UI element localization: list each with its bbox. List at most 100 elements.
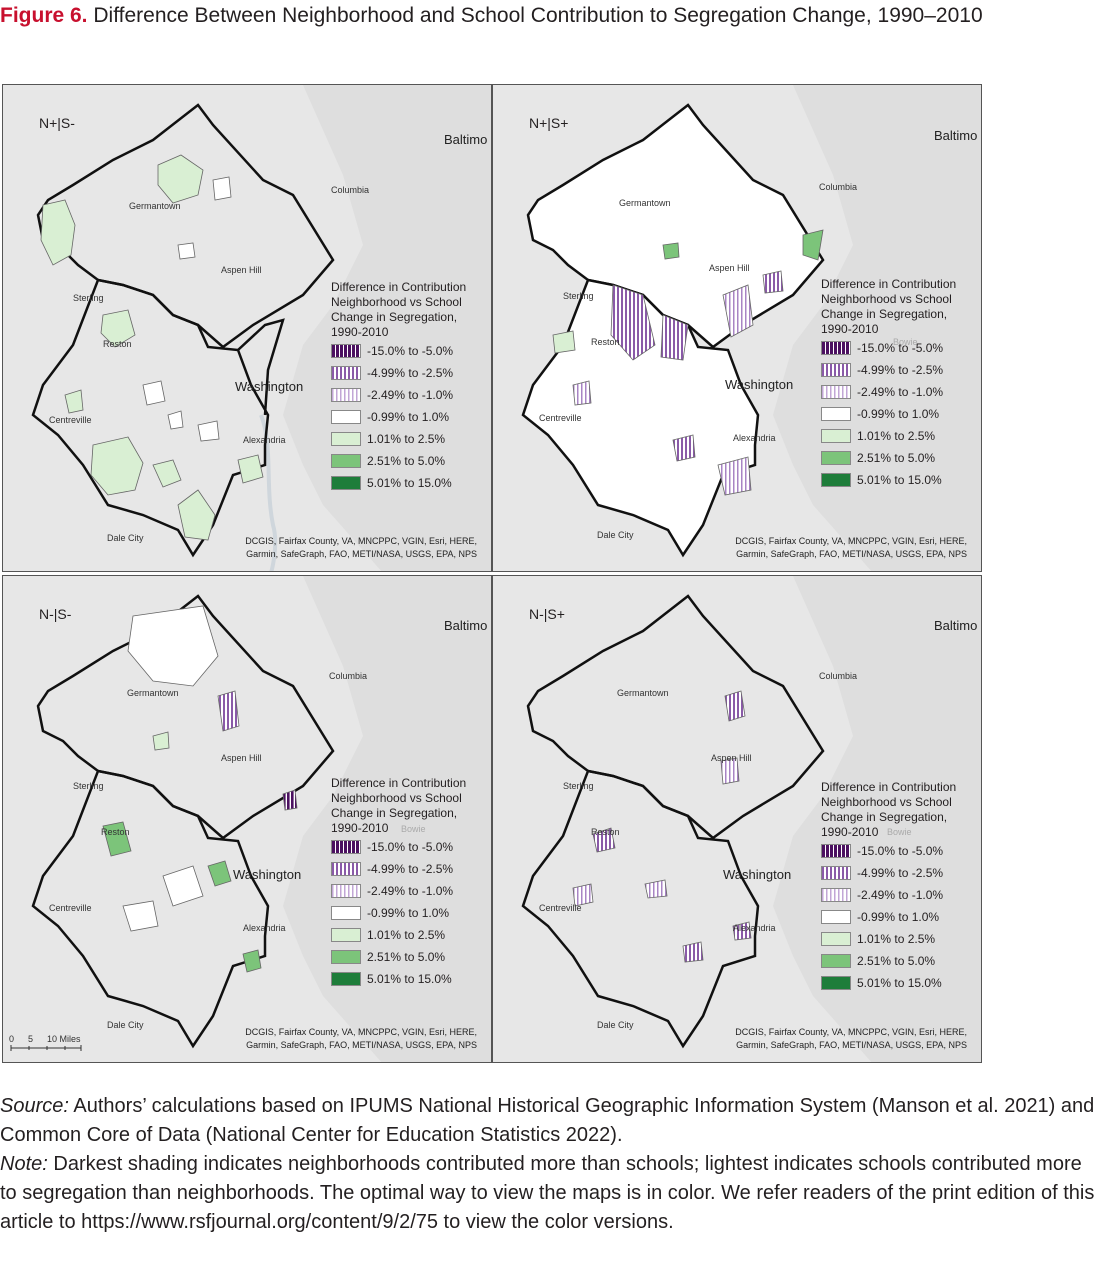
- legend-swatch: [821, 954, 851, 968]
- legend-swatch: [821, 888, 851, 902]
- place-centreville: Centreville: [539, 413, 582, 423]
- legend-swatch: [821, 866, 851, 880]
- place-sterling: Sterling: [563, 781, 594, 791]
- legend-item: -2.49% to -1.0%: [821, 381, 981, 403]
- legend-item: 2.51% to 5.0%: [821, 950, 981, 972]
- map-credits: DCGIS, Fairfax County, VA, MNCPPC, VGIN,…: [245, 536, 477, 559]
- place-centreville: Centreville: [539, 903, 582, 913]
- place-alexandria: Alexandria: [243, 435, 286, 445]
- legend-item-label: 1.01% to 2.5%: [857, 429, 936, 443]
- place-aspen-hill: Aspen Hill: [709, 263, 750, 273]
- legend-title: Difference in Contribution Neighborhood …: [331, 280, 467, 339]
- panel-label: N-|S-: [39, 606, 72, 622]
- legend-swatch: [331, 862, 361, 876]
- legend-item-label: 2.51% to 5.0%: [367, 454, 446, 468]
- legend-item-label: 5.01% to 15.0%: [367, 972, 452, 986]
- legend-item: -2.49% to -1.0%: [331, 880, 491, 902]
- source-label: Source:: [0, 1095, 69, 1117]
- legend-item-label: 5.01% to 15.0%: [367, 476, 452, 490]
- legend-item-label: 2.51% to 5.0%: [857, 451, 936, 465]
- scale-bar: 0 5 10 Miles: [9, 1034, 89, 1054]
- legend-item: -2.49% to -1.0%: [821, 884, 981, 906]
- legend-item: 1.01% to 2.5%: [331, 428, 491, 450]
- legend-swatch: [331, 388, 361, 402]
- source-text: Authors’ calculations based on IPUMS Nat…: [0, 1095, 1095, 1146]
- legend-rows: -15.0% to -5.0% -4.99% to -2.5% -2.49% to …: [821, 840, 981, 994]
- legend-swatch: [821, 932, 851, 946]
- place-aspen-hill: Aspen Hill: [221, 265, 262, 275]
- legend-item: 1.01% to 2.5%: [821, 928, 981, 950]
- legend-item: -0.99% to 1.0%: [821, 403, 981, 425]
- place-columbia: Columbia: [819, 671, 858, 681]
- legend-item: -4.99% to -2.5%: [331, 858, 491, 880]
- map-credits: DCGIS, Fairfax County, VA, MNCPPC, VGIN,…: [735, 536, 967, 559]
- map-panel-n-minus-s-plus: N-|S+ Baltimo Columbia Germantown Aspen …: [492, 575, 982, 1063]
- legend-item: -4.99% to -2.5%: [331, 362, 491, 384]
- legend-title: Difference in Contribution Neighborhood …: [331, 776, 467, 835]
- place-dale-city: Dale City: [107, 1020, 144, 1030]
- legend-item: 5.01% to 15.0%: [821, 972, 981, 994]
- legend-item-label: 1.01% to 2.5%: [367, 928, 446, 942]
- place-sterling: Sterling: [73, 293, 104, 303]
- note-text: Darkest shading indicates neighborhoods …: [0, 1153, 1095, 1233]
- scale-tick-0: 0: [9, 1034, 15, 1044]
- legend-item-label: -4.99% to -2.5%: [367, 862, 454, 876]
- legend-swatch: [331, 884, 361, 898]
- legend-swatch: [821, 429, 851, 443]
- place-sterling: Sterling: [563, 291, 594, 301]
- legend-swatch: [331, 928, 361, 942]
- legend-item: 1.01% to 2.5%: [821, 425, 981, 447]
- legend-item-label: -2.49% to -1.0%: [367, 388, 454, 402]
- legend-swatch: [821, 341, 851, 355]
- legend-item-label: -15.0% to -5.0%: [857, 844, 944, 858]
- legend-item-label: -4.99% to -2.5%: [857, 363, 944, 377]
- base-map: [521, 85, 981, 571]
- place-columbia: Columbia: [819, 182, 858, 192]
- place-washington: Washington: [723, 867, 792, 882]
- legend-swatch: [821, 407, 851, 421]
- legend-swatch: [331, 972, 361, 986]
- legend-swatch: [331, 840, 361, 854]
- legend-item: -4.99% to -2.5%: [821, 862, 981, 884]
- place-reston: Reston: [101, 827, 130, 837]
- place-baltimore: Baltimo: [934, 128, 978, 143]
- legend-swatch: [821, 473, 851, 487]
- legend-swatch: [821, 844, 851, 858]
- legend-item-label: 2.51% to 5.0%: [367, 950, 446, 964]
- legend-item: 5.01% to 15.0%: [331, 968, 491, 990]
- place-reston: Reston: [591, 827, 620, 837]
- legend-item: 5.01% to 15.0%: [331, 472, 491, 494]
- map-credits: DCGIS, Fairfax County, VA, MNCPPC, VGIN,…: [735, 1027, 967, 1050]
- place-baltimore: Baltimo: [444, 132, 488, 147]
- place-alexandria: Alexandria: [733, 923, 776, 933]
- legend-item-label: -4.99% to -2.5%: [857, 866, 944, 880]
- legend-swatch: [331, 432, 361, 446]
- place-reston: Reston: [591, 337, 620, 347]
- place-alexandria: Alexandria: [243, 923, 286, 933]
- legend-rows: -15.0% to -5.0% -4.99% to -2.5% -2.49% to …: [821, 337, 981, 491]
- legend-item: -15.0% to -5.0%: [331, 836, 491, 858]
- legend-swatch: [821, 385, 851, 399]
- place-washington: Washington: [235, 379, 304, 394]
- legend-item-label: -15.0% to -5.0%: [367, 344, 454, 358]
- map-legend: Difference in Contribution Neighborhood …: [821, 277, 981, 491]
- legend-item: -0.99% to 1.0%: [331, 902, 491, 924]
- place-columbia: Columbia: [331, 185, 370, 195]
- legend-swatch: [331, 476, 361, 490]
- scale-tick-5: 5: [28, 1034, 34, 1044]
- place-sterling: Sterling: [73, 781, 104, 791]
- legend-item: 2.51% to 5.0%: [331, 946, 491, 968]
- legend-swatch: [331, 906, 361, 920]
- legend-swatch: [331, 454, 361, 468]
- legend-item: 2.51% to 5.0%: [331, 450, 491, 472]
- place-baltimore: Baltimo: [444, 618, 488, 633]
- panel-label: N+|S-: [39, 115, 75, 131]
- panel-label: N-|S+: [529, 606, 565, 622]
- legend-item-label: -2.49% to -1.0%: [367, 884, 454, 898]
- legend-item: 1.01% to 2.5%: [331, 924, 491, 946]
- legend-item-label: 5.01% to 15.0%: [857, 976, 942, 990]
- legend-swatch: [821, 910, 851, 924]
- place-dale-city: Dale City: [597, 530, 634, 540]
- place-germantown: Germantown: [619, 198, 671, 208]
- place-aspen-hill: Aspen Hill: [711, 753, 752, 763]
